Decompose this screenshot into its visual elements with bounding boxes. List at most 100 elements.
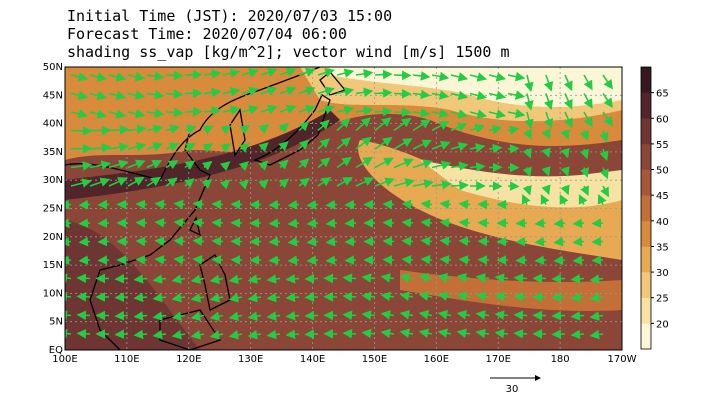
wind-arrow (394, 94, 410, 95)
wind-arrow (517, 223, 527, 224)
wind-arrow (270, 205, 280, 206)
colorbar-bin (641, 93, 651, 119)
lat-label: 20N (43, 232, 63, 243)
lon-label: 170W (608, 354, 637, 365)
wind-arrow (287, 279, 299, 280)
wind-arrow (555, 260, 565, 261)
wind-arrow (185, 111, 201, 112)
wind-arrow (422, 259, 432, 260)
wind-arrow (403, 204, 413, 205)
wind-arrow (441, 241, 451, 242)
colorbar-label: 65 (656, 89, 669, 100)
colorbar-bin (641, 67, 651, 93)
lat-label: 10N (43, 288, 63, 299)
wind-arrow (116, 297, 128, 298)
wind-arrow (460, 241, 470, 242)
wind-arrow (515, 296, 527, 297)
wind-arrow (536, 223, 546, 224)
wind-arrow (78, 333, 90, 334)
lon-label: 100E (52, 354, 77, 365)
wind-arrow (422, 241, 432, 242)
wind-arrow (553, 316, 565, 317)
lon-label: 130E (238, 354, 263, 365)
header-line: Initial Time (JST): 2020/07/03 15:00 (67, 7, 392, 25)
wind-arrow (572, 279, 584, 280)
wind-arrow (508, 148, 518, 149)
reference-label: 30 (506, 384, 519, 395)
lat-label: 50N (43, 62, 63, 73)
wind-arrow (460, 259, 470, 260)
wind-arrow (536, 260, 546, 261)
wind-arrow (175, 241, 185, 242)
wind-arrow (536, 242, 546, 243)
wind-arrow (156, 222, 166, 223)
wind-arrow (375, 111, 391, 112)
wind-arrow (555, 223, 565, 224)
wind-arrow (156, 259, 166, 260)
colorbar-bin (641, 272, 651, 298)
wind-arrow (327, 260, 337, 261)
wind-arrow (460, 204, 470, 205)
lon-label: 180 (551, 354, 570, 365)
wind-arrow (287, 334, 299, 335)
wind-arrow (80, 223, 90, 224)
wind-arrow (194, 241, 204, 242)
colorbar-bin (641, 118, 651, 144)
wind-arrow (287, 316, 299, 317)
wind-arrow (185, 74, 201, 75)
wind-arrow (270, 260, 280, 261)
lat-label: 25N (43, 204, 63, 215)
wind-arrow (593, 242, 603, 243)
header-line: Forecast Time: 2020/07/04 06:00 (67, 25, 347, 43)
lon-label: 140E (300, 354, 325, 365)
wind-arrow (289, 260, 299, 261)
wind-arrow (346, 223, 356, 224)
wind-arrow (185, 93, 201, 94)
wind-arrow (116, 316, 128, 317)
wind-arrow (344, 296, 356, 297)
wind-arrow (394, 112, 410, 113)
wind-arrow (394, 75, 410, 76)
wind-arrow (289, 223, 299, 224)
colorbar-bin (641, 246, 651, 272)
wind-arrow (572, 316, 584, 317)
wind-arrow (553, 334, 565, 335)
wind-arrow (460, 222, 470, 223)
colorbar-label: 55 (656, 140, 669, 151)
wind-arrow (194, 259, 204, 260)
colorbar-bin (641, 298, 651, 324)
wind-arrow (166, 112, 182, 113)
lat-label: 35N (43, 147, 63, 158)
wind-arrow (441, 222, 451, 223)
wind-arrow (175, 204, 185, 205)
colorbar-label: 25 (656, 294, 669, 305)
wind-arrow (403, 241, 413, 242)
wind-arrow (194, 204, 204, 205)
wind-arrow (194, 222, 204, 223)
wind-arrow (515, 278, 527, 279)
wind-arrow (572, 334, 584, 335)
lon-label: 160E (424, 354, 449, 365)
colorbar-label: 50 (656, 166, 669, 177)
wind-arrow (137, 204, 147, 205)
wind-arrow (213, 259, 223, 260)
wind-arrow (517, 260, 527, 261)
wind-arrow (327, 242, 337, 243)
wind-arrow (175, 259, 185, 260)
lat-label: 45N (43, 90, 63, 101)
colorbar-label: 30 (656, 268, 669, 279)
wind-arrow (175, 222, 185, 223)
wind-arrow (289, 205, 299, 206)
wind-arrow (78, 315, 90, 316)
wind-arrow (116, 334, 128, 335)
wind-arrow (517, 242, 527, 243)
colorbar-label: 45 (656, 191, 669, 202)
colorbar-bin (641, 323, 651, 349)
wind-arrow (574, 223, 584, 224)
wind-arrow (593, 223, 603, 224)
wind-arrow (344, 315, 356, 316)
wind-arrow (344, 278, 356, 279)
wind-arrow (572, 297, 584, 298)
wind-arrow (308, 205, 318, 206)
wind-arrow (80, 205, 90, 206)
